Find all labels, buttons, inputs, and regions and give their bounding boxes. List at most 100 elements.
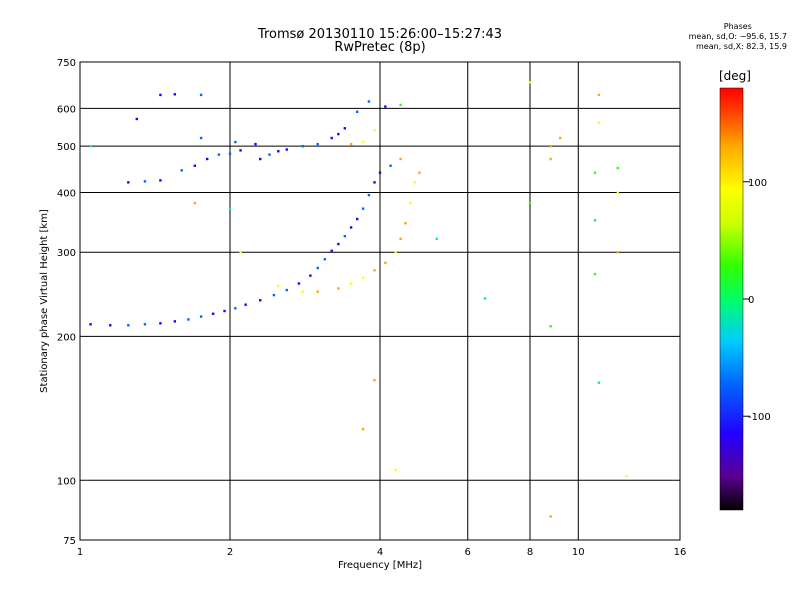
data-point-other bbox=[435, 237, 438, 241]
data-point-other bbox=[89, 144, 92, 148]
data-point-x bbox=[337, 287, 340, 290]
data-point-x bbox=[373, 378, 376, 382]
data-point-x bbox=[413, 181, 417, 184]
data-point-o bbox=[337, 132, 340, 136]
data-point-x bbox=[399, 237, 402, 241]
chart-subtitle: RwPretec (8p) bbox=[334, 40, 426, 55]
y-tick-label: 750 bbox=[57, 58, 76, 69]
data-point-other bbox=[549, 325, 552, 328]
data-point-o bbox=[205, 157, 209, 161]
x-tick-label: 8 bbox=[527, 547, 533, 558]
data-point-x bbox=[394, 251, 397, 254]
data-point-o bbox=[234, 140, 237, 144]
data-point-o bbox=[301, 144, 305, 148]
data-point-o bbox=[199, 136, 203, 140]
data-point-o bbox=[323, 258, 327, 261]
data-point-o bbox=[244, 303, 247, 306]
data-point-x bbox=[361, 276, 365, 280]
phase-stats-o: mean, sd,O: −95.6, 15.7 bbox=[688, 32, 787, 41]
data-point-o bbox=[159, 93, 162, 97]
data-point-o bbox=[223, 309, 226, 313]
data-point-x bbox=[597, 121, 601, 124]
data-point-o bbox=[373, 181, 376, 184]
data-point-o bbox=[199, 315, 203, 318]
data-point-o bbox=[330, 249, 333, 253]
data-point-x bbox=[399, 157, 402, 161]
data-point-o bbox=[361, 207, 365, 210]
data-point-o bbox=[199, 93, 203, 97]
data-point-o bbox=[180, 169, 183, 172]
data-point-x bbox=[394, 468, 397, 472]
data-point-o bbox=[285, 288, 288, 292]
y-tick-label: 200 bbox=[57, 332, 76, 343]
data-point-other bbox=[483, 297, 487, 300]
data-point-o bbox=[193, 164, 197, 167]
data-point-other bbox=[597, 381, 601, 384]
data-point-o bbox=[159, 322, 162, 325]
data-point-x bbox=[349, 142, 353, 146]
data-point-other bbox=[593, 171, 597, 174]
chart-title: Tromsø 20130110 15:26:00–15:27:43 bbox=[257, 27, 503, 42]
data-point-o bbox=[239, 149, 242, 152]
data-point-other bbox=[593, 219, 597, 222]
data-point-x bbox=[616, 191, 619, 194]
data-point-x bbox=[549, 157, 552, 161]
data-point-o bbox=[272, 293, 276, 297]
data-point-o bbox=[143, 323, 147, 326]
data-point-o bbox=[349, 226, 353, 229]
data-point-other bbox=[616, 166, 619, 170]
data-point-x bbox=[239, 251, 242, 254]
data-point-x bbox=[404, 222, 407, 225]
colorbar-ticks: -100 0 100 bbox=[743, 178, 771, 423]
y-tick-label: 75 bbox=[63, 536, 76, 547]
y-tick-label: 400 bbox=[57, 188, 76, 199]
phase-stats-x: mean, sd,X: 82.3, 15.9 bbox=[696, 42, 787, 51]
data-point-x bbox=[616, 251, 619, 254]
colorbar-tick-label: 100 bbox=[748, 178, 767, 189]
data-point-x bbox=[316, 290, 319, 293]
data-point-x bbox=[625, 474, 628, 478]
data-point-o bbox=[378, 171, 382, 174]
data-point-x bbox=[301, 290, 305, 293]
x-tick-label: 6 bbox=[465, 547, 471, 558]
data-point-o bbox=[355, 110, 359, 114]
x-tick-label: 10 bbox=[572, 547, 585, 558]
data-point-x bbox=[361, 140, 365, 144]
y-axis: 75 100 200 300 400 500 600 750 bbox=[57, 58, 76, 547]
data-point-o bbox=[389, 164, 392, 167]
data-point-other bbox=[228, 207, 232, 210]
data-point-o bbox=[316, 266, 319, 270]
colorbar-gradient bbox=[719, 87, 744, 511]
data-point-o bbox=[277, 150, 280, 153]
x-axis: 1 2 4 6 8 10 16 bbox=[77, 547, 687, 558]
data-point-o bbox=[268, 153, 271, 156]
data-point-o bbox=[211, 312, 215, 315]
y-tick-label: 500 bbox=[57, 142, 76, 153]
data-point-o bbox=[173, 320, 177, 323]
data-point-o bbox=[127, 181, 130, 184]
y-axis-label: Stationary phase Virtual Height [km] bbox=[39, 209, 50, 393]
data-point-o bbox=[343, 235, 347, 238]
data-point-o bbox=[143, 180, 147, 183]
phase-stats: Phases mean, sd,O: −95.6, 15.7 mean, sd,… bbox=[689, 22, 787, 52]
data-point-other bbox=[528, 201, 532, 205]
data-point-x bbox=[193, 201, 197, 205]
data-point-x bbox=[409, 201, 412, 205]
x-tick-label: 4 bbox=[377, 547, 383, 558]
data-point-o bbox=[259, 157, 262, 161]
plot-frame bbox=[79, 61, 681, 541]
data-point-x bbox=[384, 261, 387, 265]
data-points bbox=[89, 81, 628, 518]
data-point-o bbox=[367, 100, 371, 103]
data-point-o bbox=[343, 127, 347, 130]
data-point-o bbox=[355, 217, 359, 221]
phase-stats-title: Phases bbox=[723, 22, 752, 31]
data-point-o bbox=[254, 142, 257, 146]
y-tick-label: 600 bbox=[57, 104, 76, 115]
data-point-x bbox=[373, 269, 376, 272]
data-point-o bbox=[127, 324, 130, 327]
data-point-o bbox=[159, 179, 162, 182]
data-point-o bbox=[316, 142, 319, 146]
data-point-o bbox=[89, 323, 92, 326]
